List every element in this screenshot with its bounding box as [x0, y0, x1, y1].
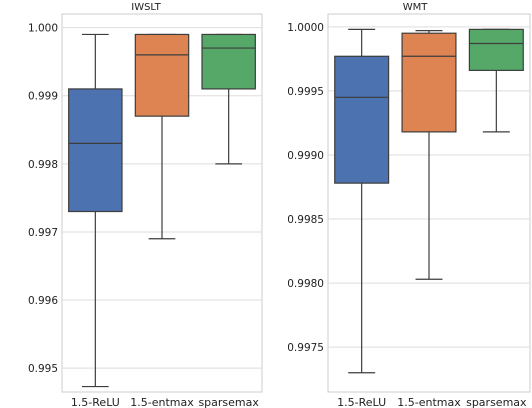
y-tick-label: 0.9975: [287, 342, 324, 354]
box-1.5-entmax: [401, 32, 457, 133]
x-tick-label: 1.5-entmax: [397, 396, 461, 408]
x-tick-label: sparsemax: [466, 396, 527, 408]
y-tick-label: 0.9980: [287, 278, 324, 290]
box-1.5-ReLU: [68, 88, 123, 213]
y-tick-label: 1.0000: [287, 22, 324, 34]
box-1.5-ReLU: [334, 55, 390, 184]
x-tick-label: 1.5-entmax: [130, 396, 194, 408]
box-sparsemax: [201, 33, 256, 90]
x-tick-label: 1.5-ReLU: [71, 396, 120, 408]
y-tick-label: 1.000: [28, 23, 58, 35]
wmt-panel: WMT 0.9975 0.9980 0.9985 0.9990 0.9995 1.0000…: [287, 2, 531, 408]
x-tick-label: sparsemax: [198, 396, 259, 408]
y-tick-label: 0.9995: [287, 86, 324, 98]
iwslt-title: IWSLT: [131, 2, 161, 13]
y-tick-label: 0.996: [28, 295, 58, 307]
y-tick-label: 0.9990: [287, 150, 324, 162]
y-tick-label: 0.998: [28, 159, 58, 171]
x-tick-label: 1.5-ReLU: [337, 396, 386, 408]
box-1.5-entmax: [134, 33, 190, 117]
y-tick-label: 0.995: [28, 363, 58, 375]
iwslt-panel: IWSLT 0.995 0.996 0.997 0.998 0.999 1.000 1.5-…: [28, 2, 263, 408]
box-sparsemax: [468, 28, 524, 71]
y-tick-label: 0.999: [28, 91, 58, 103]
plot-frame: [327, 13, 531, 393]
wmt-title: WMT: [403, 2, 429, 13]
y-tick-label: 0.9985: [287, 214, 324, 226]
y-tick-label: 0.997: [28, 227, 58, 239]
plot-frame: [61, 13, 263, 393]
